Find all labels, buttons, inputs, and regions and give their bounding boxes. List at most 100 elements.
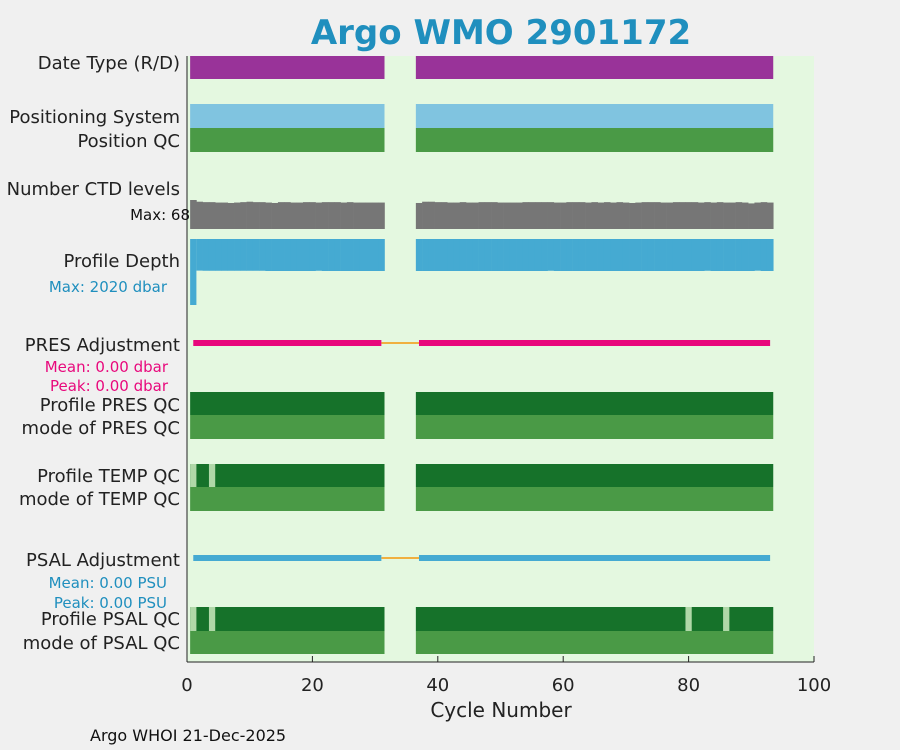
ctd-levels-bar-cycle-82	[698, 202, 705, 229]
profile-depth-bar-cycle-29	[365, 239, 373, 271]
profile-depth-bar-cycle-17	[290, 239, 298, 271]
profile-depth-bar-cycle-6	[221, 239, 229, 271]
profile-depth-bar-cycle-24	[334, 239, 341, 271]
profile-depth-bar-cycle-40	[434, 239, 442, 271]
x-tick-label-20: 20	[301, 675, 324, 696]
ctd-levels-bar-cycle-70	[622, 202, 630, 229]
profile-depth-bar-cycle-89	[741, 239, 749, 271]
profile-depth-bar-cycle-3	[202, 239, 210, 271]
profile-depth-bar-cycle-56	[534, 239, 542, 271]
profile-depth-bar-cycle-87	[729, 239, 736, 271]
ctd-levels-bar-cycle-47	[478, 202, 486, 229]
profile-depth-bar-cycle-62	[572, 239, 580, 271]
ctd-levels-bar-cycle-58	[547, 202, 555, 229]
profile-depth-bar-cycle-43	[453, 239, 461, 271]
profile-depth-bar-cycle-49	[491, 239, 498, 271]
ctd-levels-bar-cycle-75	[654, 202, 661, 229]
ctd-levels-bar-cycle-12	[259, 202, 266, 229]
ctd-levels-bar-cycle-93	[766, 202, 774, 229]
profile-depth-bar-cycle-73	[641, 239, 649, 271]
profile-temp-qc-flag-cycle-1	[190, 464, 197, 487]
ctd-levels-bar-cycle-28	[359, 202, 366, 229]
profile-depth-bar-cycle-69	[616, 239, 624, 271]
ctd-levels-bar-cycle-16	[284, 202, 291, 229]
profile-depth-bar-cycle-9	[240, 239, 247, 271]
ctd-levels-bar-cycle-25	[340, 202, 348, 229]
ctd-levels-bar-cycle-85	[716, 202, 724, 229]
profile-depth-bar-cycle-52	[509, 239, 517, 271]
profile-depth-bar-cycle-41	[440, 239, 448, 271]
profile-psal-qc-flag-cycle-80	[685, 607, 692, 631]
ctd-levels-bar-cycle-13	[265, 202, 272, 229]
ctd-levels-bar-cycle-88	[735, 202, 743, 229]
profile-temp-qc-bar-1	[190, 464, 385, 487]
ctd-levels-bar-cycle-41	[440, 202, 448, 229]
ctd-levels-bar-cycle-48	[484, 202, 492, 229]
psal-adjustment-peak: Peak: 0.00 PSU	[54, 594, 167, 612]
ctd-levels-bar-cycle-90	[748, 203, 755, 229]
profile-psal-qc-flag-cycle-4	[208, 607, 216, 631]
ctd-levels-max: Max: 68	[130, 206, 190, 224]
mode-pres-qc-bar-2	[415, 415, 774, 439]
profile-depth-bar-cycle-37	[415, 239, 423, 271]
profile-depth-bar-cycle-68	[610, 239, 617, 271]
profile-depth-bar-cycle-25	[340, 239, 348, 271]
profile-depth-bar-cycle-61	[566, 239, 573, 271]
ctd-levels-bar-cycle-49	[491, 202, 498, 229]
ctd-levels-bar-cycle-68	[610, 202, 617, 229]
profile-temp-qc-bar-2	[415, 464, 774, 487]
profile-depth-bar-cycle-71	[629, 239, 636, 271]
ctd-levels-bar-cycle-24	[334, 202, 341, 229]
ctd-levels-bar-cycle-83	[704, 202, 711, 229]
ctd-levels-bar-cycle-74	[647, 202, 655, 229]
profile-depth-bar-cycle-82	[698, 239, 705, 271]
profile-depth-bar-cycle-45	[466, 239, 473, 271]
profile-depth-bar-cycle-91	[754, 239, 762, 271]
profile-depth-bar-cycle-19	[302, 239, 310, 271]
x-tick-label-60: 60	[552, 675, 575, 696]
ctd-levels-bar-cycle-42	[447, 202, 454, 229]
profile-depth-bar-cycle-55	[528, 239, 536, 271]
x-tick-label-0: 0	[181, 675, 192, 696]
label-date-type: Date Type (R/D)	[38, 53, 180, 74]
label-mode-psal-qc: mode of PSAL QC	[23, 633, 180, 654]
pres-adjustment-peak: Peak: 0.00 dbar	[50, 377, 169, 395]
profile-depth-bar-cycle-47	[478, 239, 486, 271]
label-profile-depth: Profile Depth	[63, 251, 180, 272]
profile-depth-bar-cycle-14	[271, 239, 279, 271]
ctd-levels-bar-cycle-60	[560, 202, 567, 229]
ctd-levels-bar-cycle-51	[503, 202, 511, 229]
ctd-levels-bar-cycle-39	[428, 201, 435, 229]
profile-depth-bar-cycle-93	[766, 239, 774, 271]
profile-depth-bar-cycle-70	[622, 239, 630, 271]
ctd-levels-bar-cycle-45	[466, 202, 473, 229]
profile-psal-qc-bar-2	[415, 607, 774, 631]
ctd-levels-bar-cycle-59	[553, 202, 561, 229]
profile-depth-bar-cycle-39	[428, 239, 435, 271]
ctd-levels-bar-cycle-20	[309, 202, 316, 229]
profile-psal-qc-bar-1	[190, 607, 385, 631]
ctd-levels-bar-cycle-40	[434, 202, 442, 229]
ctd-levels-bar-cycle-38	[422, 201, 429, 229]
mode-psal-qc-bar-2	[415, 631, 774, 654]
profile-psal-qc-flag-cycle-1	[190, 607, 197, 631]
profile-depth-bar-cycle-79	[679, 239, 686, 271]
profile-depth-bar-cycle-65	[591, 239, 598, 271]
ctd-levels-bar-cycle-9	[240, 202, 247, 229]
ctd-levels-bar-cycle-50	[497, 202, 504, 229]
ctd-levels-bar-cycle-89	[741, 202, 749, 229]
ctd-levels-bar-cycle-72	[635, 202, 642, 229]
label-profile-pres-qc: Profile PRES QC	[40, 395, 180, 416]
chart-title: Argo WMO 2901172	[311, 13, 691, 53]
profile-depth-bar-cycle-83	[704, 239, 711, 271]
ctd-levels-bar-cycle-92	[760, 202, 768, 229]
ctd-levels-bar-cycle-67	[603, 202, 611, 229]
ctd-levels-bar-cycle-7	[227, 202, 235, 229]
profile-depth-bar-cycle-74	[647, 239, 655, 271]
profile-pres-qc-bar-2	[415, 392, 774, 415]
ctd-levels-bar-cycle-78	[672, 202, 680, 229]
ctd-levels-bar-cycle-73	[641, 202, 649, 229]
profile-depth-bar-cycle-57	[541, 239, 548, 271]
mode-psal-qc-bar-1	[190, 631, 385, 654]
label-psal-adjustment: PSAL Adjustment	[26, 550, 180, 571]
